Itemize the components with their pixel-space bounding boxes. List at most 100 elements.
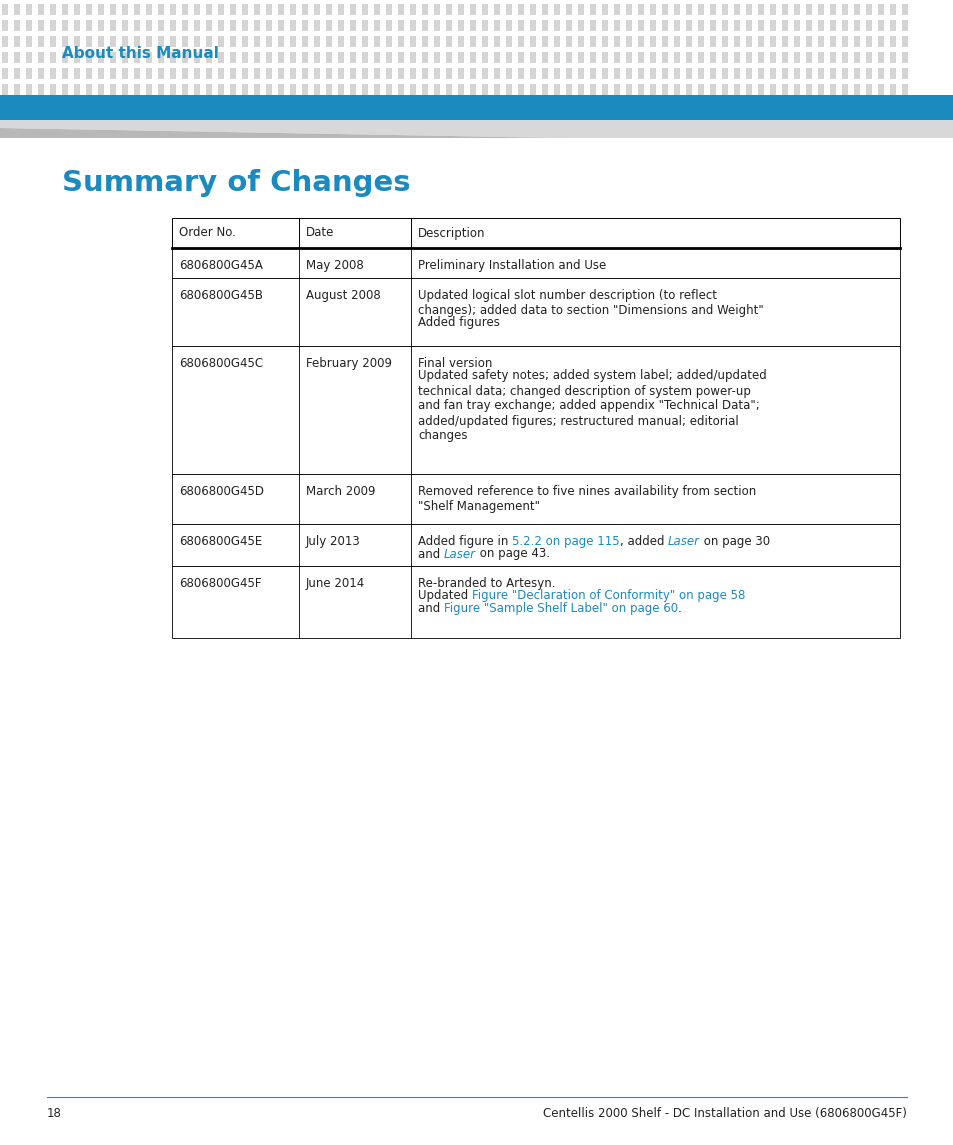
Bar xyxy=(2,52,8,63)
Bar xyxy=(758,52,763,63)
Bar xyxy=(172,218,899,248)
Bar xyxy=(14,19,20,31)
Bar xyxy=(745,3,751,15)
Bar xyxy=(62,68,68,79)
Bar xyxy=(554,35,559,47)
Bar xyxy=(218,84,224,95)
Text: 6806800G45F: 6806800G45F xyxy=(179,577,261,590)
Bar xyxy=(781,3,787,15)
Bar xyxy=(172,566,899,638)
Bar xyxy=(829,68,835,79)
Bar xyxy=(206,68,212,79)
Bar xyxy=(877,84,883,95)
Bar xyxy=(350,68,355,79)
Bar xyxy=(337,84,344,95)
Bar xyxy=(745,84,751,95)
Bar xyxy=(230,3,235,15)
Bar xyxy=(817,19,823,31)
Bar xyxy=(457,3,463,15)
Bar xyxy=(38,68,44,79)
Bar xyxy=(62,84,68,95)
Bar xyxy=(302,3,308,15)
Bar xyxy=(434,52,439,63)
Bar xyxy=(889,3,895,15)
Bar xyxy=(374,84,379,95)
Bar xyxy=(193,84,200,95)
Bar xyxy=(206,84,212,95)
Text: Re-branded to Artesyn.: Re-branded to Artesyn. xyxy=(417,577,555,590)
Bar xyxy=(457,84,463,95)
Bar xyxy=(698,84,703,95)
Bar xyxy=(781,35,787,47)
Bar xyxy=(578,68,583,79)
Text: 6806800G45A: 6806800G45A xyxy=(179,259,263,273)
Bar xyxy=(494,35,499,47)
Bar xyxy=(2,68,8,79)
Bar xyxy=(0,95,953,120)
Bar xyxy=(266,35,272,47)
Bar xyxy=(110,35,116,47)
Bar xyxy=(517,68,523,79)
Bar xyxy=(565,68,572,79)
Bar xyxy=(698,19,703,31)
Bar xyxy=(481,68,488,79)
Bar xyxy=(638,35,643,47)
Bar xyxy=(781,68,787,79)
Bar xyxy=(673,52,679,63)
Bar xyxy=(86,52,91,63)
Bar xyxy=(758,35,763,47)
Bar xyxy=(172,248,899,278)
Bar xyxy=(446,84,452,95)
Bar xyxy=(517,19,523,31)
Bar xyxy=(86,84,91,95)
Bar xyxy=(98,3,104,15)
Bar xyxy=(374,68,379,79)
Bar xyxy=(709,35,716,47)
Bar xyxy=(769,68,775,79)
Bar xyxy=(253,35,260,47)
Bar xyxy=(793,52,800,63)
Bar xyxy=(758,68,763,79)
Bar xyxy=(98,84,104,95)
Bar xyxy=(638,68,643,79)
Bar xyxy=(446,35,452,47)
Bar xyxy=(26,35,32,47)
Bar xyxy=(350,84,355,95)
Bar xyxy=(193,3,200,15)
Text: Centellis 2000 Shelf - DC Installation and Use (6806800G45F): Centellis 2000 Shelf - DC Installation a… xyxy=(542,1107,906,1120)
Bar xyxy=(578,52,583,63)
Polygon shape xyxy=(0,128,953,153)
Bar xyxy=(182,35,188,47)
Bar xyxy=(193,35,200,47)
Bar xyxy=(494,84,499,95)
Bar xyxy=(110,19,116,31)
Bar xyxy=(457,52,463,63)
Bar xyxy=(565,52,572,63)
Bar xyxy=(206,3,212,15)
Bar xyxy=(158,35,164,47)
Bar xyxy=(146,84,152,95)
Bar xyxy=(769,19,775,31)
Bar xyxy=(673,19,679,31)
Bar xyxy=(589,19,596,31)
Bar xyxy=(793,19,800,31)
Text: Figure "Sample Shelf Label" on page 60: Figure "Sample Shelf Label" on page 60 xyxy=(443,602,678,615)
Bar xyxy=(817,52,823,63)
Bar xyxy=(170,3,175,15)
Bar xyxy=(26,68,32,79)
Bar xyxy=(146,19,152,31)
Bar xyxy=(62,3,68,15)
Bar xyxy=(649,19,656,31)
Bar xyxy=(530,52,536,63)
Text: July 2013: July 2013 xyxy=(306,535,360,548)
Bar xyxy=(698,35,703,47)
Bar xyxy=(638,52,643,63)
Bar xyxy=(877,52,883,63)
Bar xyxy=(733,68,740,79)
Bar xyxy=(685,35,691,47)
Bar xyxy=(397,35,403,47)
Bar xyxy=(470,3,476,15)
Bar xyxy=(614,3,619,15)
Bar xyxy=(649,84,656,95)
Text: March 2009: March 2009 xyxy=(306,485,375,498)
